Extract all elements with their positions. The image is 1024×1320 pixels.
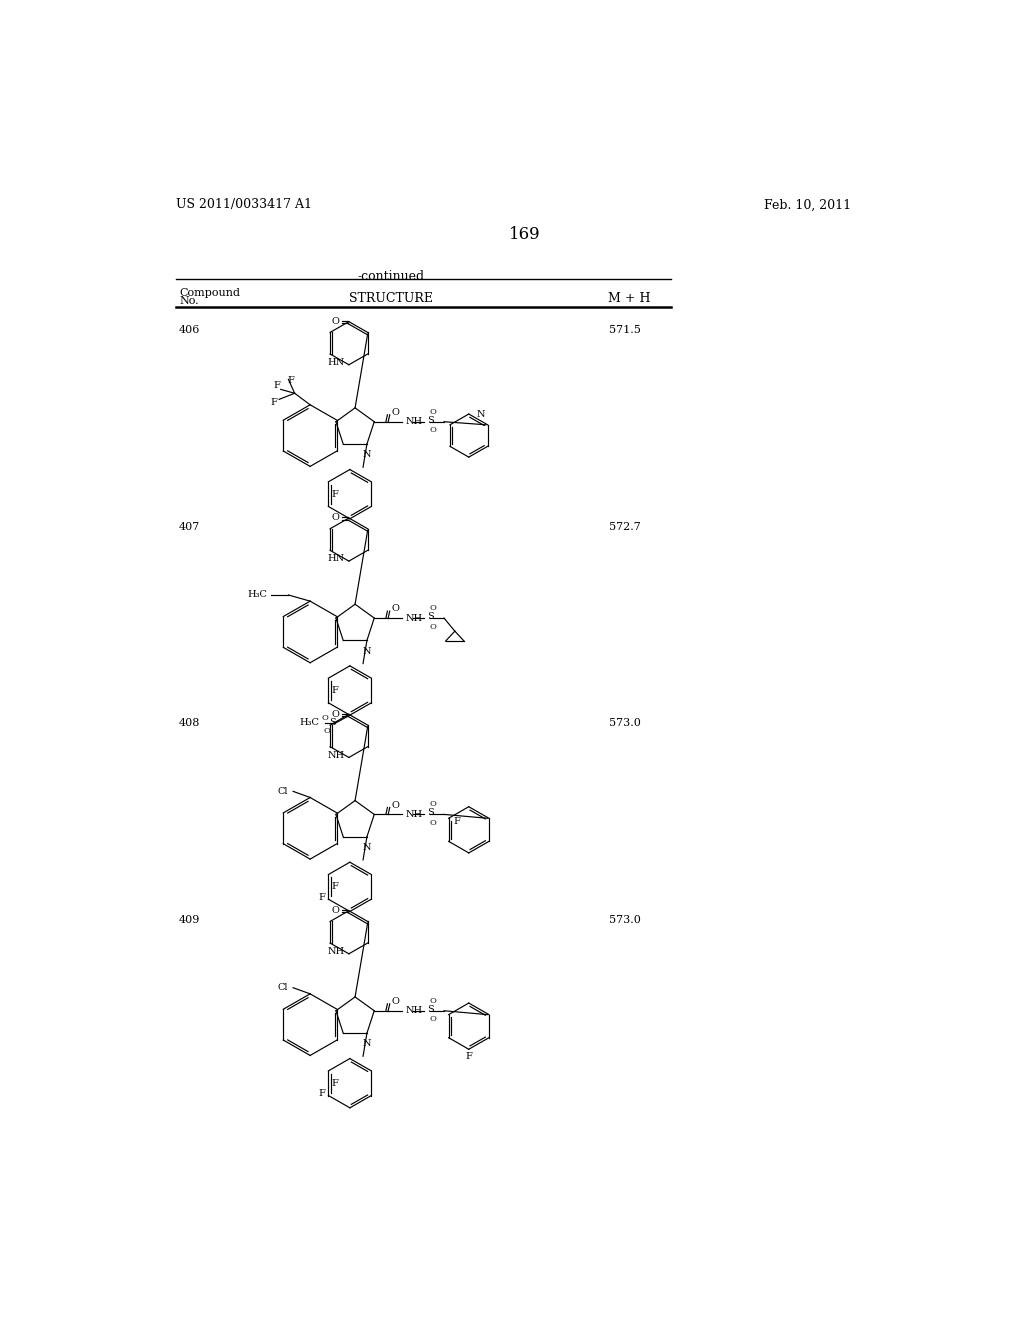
Text: F: F: [332, 882, 338, 891]
Text: O: O: [391, 801, 399, 809]
Text: N: N: [362, 843, 371, 851]
Text: S: S: [427, 1005, 434, 1014]
Text: N: N: [476, 409, 485, 418]
Text: Cl: Cl: [278, 983, 289, 993]
Text: O: O: [430, 426, 436, 434]
Text: 573.0: 573.0: [608, 915, 640, 924]
Text: F: F: [288, 376, 294, 385]
Text: 408: 408: [178, 718, 200, 729]
Text: 572.7: 572.7: [608, 521, 640, 532]
Text: 406: 406: [178, 326, 200, 335]
Text: F: F: [332, 490, 338, 499]
Text: F: F: [332, 1078, 338, 1088]
Text: NH: NH: [406, 1006, 422, 1015]
Text: HN: HN: [328, 554, 345, 564]
Text: N: N: [362, 1039, 371, 1048]
Text: NH: NH: [406, 810, 422, 818]
Text: S: S: [427, 612, 434, 620]
Text: O: O: [391, 997, 399, 1006]
Text: Compound: Compound: [179, 288, 241, 298]
Text: O: O: [322, 714, 328, 722]
Text: F: F: [273, 381, 280, 389]
Text: M + H: M + H: [608, 293, 651, 305]
Text: F: F: [318, 894, 326, 902]
Text: HN: HN: [328, 358, 345, 367]
Text: US 2011/0033417 A1: US 2011/0033417 A1: [176, 198, 312, 211]
Text: F: F: [465, 1052, 472, 1061]
Text: 407: 407: [178, 521, 200, 532]
Text: O: O: [332, 907, 340, 915]
Text: O: O: [332, 710, 340, 719]
Text: S: S: [427, 808, 434, 817]
Text: O: O: [430, 623, 436, 631]
Text: O: O: [430, 818, 436, 826]
Text: NH: NH: [328, 946, 345, 956]
Text: NH: NH: [406, 417, 422, 426]
Text: O: O: [332, 513, 340, 523]
Text: O: O: [430, 605, 436, 612]
Text: F: F: [332, 686, 338, 694]
Text: NH: NH: [328, 751, 345, 759]
Text: H₃C: H₃C: [299, 718, 318, 727]
Text: S: S: [329, 718, 336, 727]
Text: O: O: [324, 726, 331, 734]
Text: F: F: [318, 1089, 326, 1098]
Text: O: O: [430, 408, 436, 416]
Text: -continued: -continued: [358, 271, 425, 282]
Text: 573.0: 573.0: [608, 718, 640, 729]
Text: Cl: Cl: [278, 787, 289, 796]
Text: Feb. 10, 2011: Feb. 10, 2011: [764, 198, 851, 211]
Text: O: O: [332, 317, 340, 326]
Text: H₃C: H₃C: [248, 590, 267, 599]
Text: No.: No.: [179, 296, 199, 306]
Text: S: S: [427, 416, 434, 425]
Text: O: O: [430, 800, 436, 808]
Text: 169: 169: [509, 226, 541, 243]
Text: O: O: [430, 1015, 436, 1023]
Text: F: F: [454, 817, 460, 826]
Text: 571.5: 571.5: [608, 326, 640, 335]
Text: N: N: [362, 647, 371, 656]
Text: F: F: [270, 399, 278, 407]
Text: O: O: [391, 605, 399, 614]
Text: N: N: [362, 450, 371, 459]
Text: STRUCTURE: STRUCTURE: [349, 293, 433, 305]
Text: O: O: [430, 997, 436, 1005]
Text: O: O: [391, 408, 399, 417]
Text: 409: 409: [178, 915, 200, 924]
Text: NH: NH: [406, 614, 422, 623]
